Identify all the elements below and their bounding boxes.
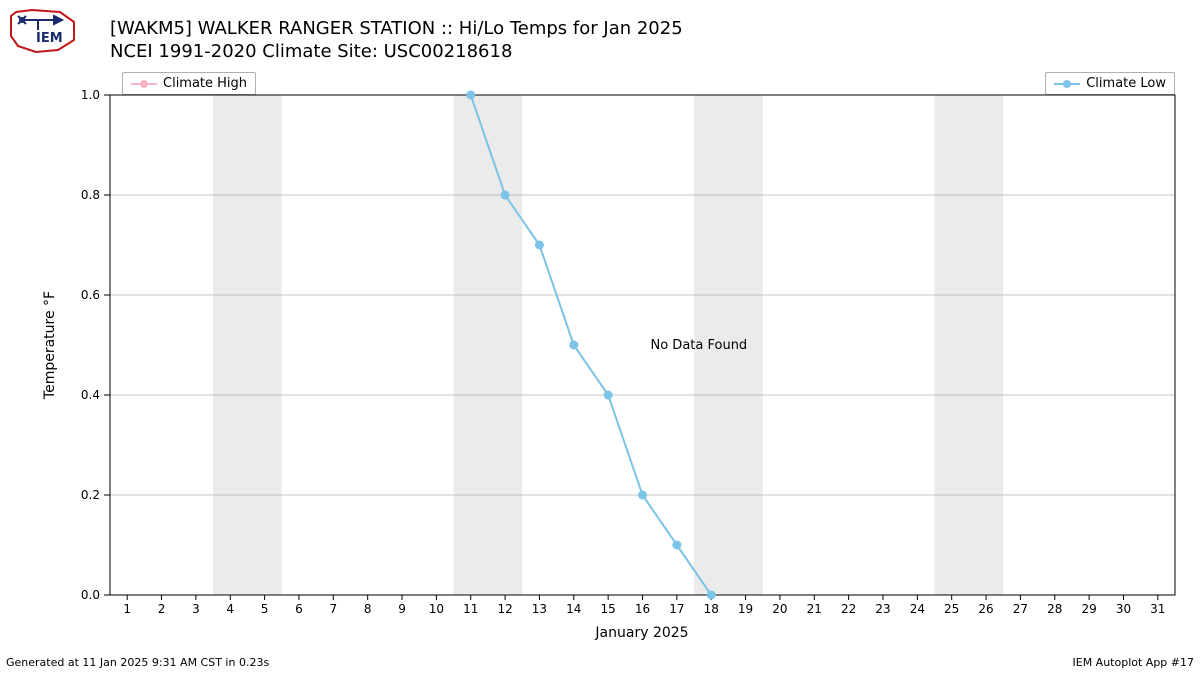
iem-logo: IEM — [8, 8, 78, 56]
svg-text:11: 11 — [463, 602, 478, 616]
title-line1: [WAKM5] WALKER RANGER STATION :: Hi/Lo T… — [110, 18, 683, 41]
svg-text:19: 19 — [738, 602, 753, 616]
legend-climate-high: Climate High — [122, 72, 256, 95]
svg-text:21: 21 — [807, 602, 822, 616]
weather-vane-icon — [18, 16, 62, 30]
svg-text:26: 26 — [978, 602, 993, 616]
svg-text:0.8: 0.8 — [81, 188, 100, 202]
svg-text:15: 15 — [601, 602, 616, 616]
svg-text:0.6: 0.6 — [81, 288, 100, 302]
legend-swatch-high — [131, 79, 157, 89]
svg-text:25: 25 — [944, 602, 959, 616]
svg-text:7: 7 — [329, 602, 337, 616]
svg-text:2: 2 — [158, 602, 166, 616]
svg-text:18: 18 — [704, 602, 719, 616]
footer-generated: Generated at 11 Jan 2025 9:31 AM CST in … — [6, 656, 269, 669]
legend-swatch-low — [1054, 79, 1080, 89]
y-axis-label: Temperature °F — [42, 291, 58, 399]
title-line2: NCEI 1991-2020 Climate Site: USC00218618 — [110, 41, 683, 64]
svg-text:8: 8 — [364, 602, 372, 616]
svg-text:0.2: 0.2 — [81, 488, 100, 502]
svg-text:10: 10 — [429, 602, 444, 616]
svg-text:1.0: 1.0 — [81, 88, 100, 102]
svg-text:30: 30 — [1116, 602, 1131, 616]
svg-text:13: 13 — [532, 602, 547, 616]
svg-text:5: 5 — [261, 602, 269, 616]
svg-text:0.0: 0.0 — [81, 588, 100, 602]
svg-text:0.4: 0.4 — [81, 388, 100, 402]
svg-text:29: 29 — [1081, 602, 1096, 616]
svg-text:9: 9 — [398, 602, 406, 616]
svg-text:4: 4 — [226, 602, 234, 616]
svg-text:23: 23 — [875, 602, 890, 616]
svg-text:27: 27 — [1013, 602, 1028, 616]
svg-text:17: 17 — [669, 602, 684, 616]
footer-app: IEM Autoplot App #17 — [1073, 656, 1195, 669]
svg-text:14: 14 — [566, 602, 581, 616]
svg-text:16: 16 — [635, 602, 650, 616]
logo-text: IEM — [36, 31, 63, 46]
svg-text:20: 20 — [772, 602, 787, 616]
legend-label-high: Climate High — [163, 76, 247, 91]
svg-text:6: 6 — [295, 602, 303, 616]
svg-text:28: 28 — [1047, 602, 1062, 616]
svg-text:31: 31 — [1150, 602, 1165, 616]
chart-title: [WAKM5] WALKER RANGER STATION :: Hi/Lo T… — [110, 18, 683, 63]
svg-text:24: 24 — [910, 602, 925, 616]
x-axis-label: January 2025 — [595, 625, 688, 641]
svg-text:3: 3 — [192, 602, 200, 616]
svg-text:22: 22 — [841, 602, 856, 616]
svg-text:12: 12 — [497, 602, 512, 616]
svg-text:No Data Found: No Data Found — [651, 338, 748, 353]
svg-text:1: 1 — [123, 602, 131, 616]
legend-climate-low: Climate Low — [1045, 72, 1175, 95]
temperature-chart: 0.00.20.40.60.81.01234567891011121314151… — [110, 95, 1175, 595]
legend-label-low: Climate Low — [1086, 76, 1166, 91]
